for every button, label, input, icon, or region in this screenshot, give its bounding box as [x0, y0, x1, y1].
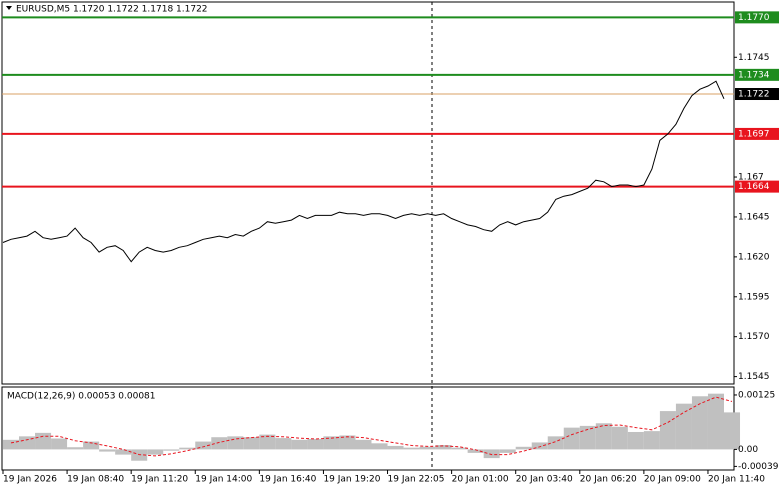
macd-bar: [643, 431, 660, 450]
macd-bar: [51, 438, 68, 450]
last-price-label: 1.1722: [738, 90, 770, 100]
level-label-bg: [735, 11, 779, 24]
macd-bar: [435, 445, 452, 450]
y-tick-label: 0.00: [738, 445, 758, 455]
y-tick-label: 1.1745: [738, 53, 770, 63]
macd-bar: [531, 442, 548, 450]
signal-line: [10, 396, 733, 457]
macd-bar: [451, 447, 468, 450]
macd-bar: [307, 438, 324, 450]
macd-bar: [83, 441, 100, 450]
macd-bar: [3, 439, 20, 450]
x-tick-label: 20 Jan 09:00: [644, 475, 701, 485]
macd-bar: [67, 447, 84, 450]
macd-bar: [579, 425, 596, 450]
y-tick-label: 1.1545: [738, 372, 770, 382]
price-panel: [1, 1, 735, 385]
y-tick-label: -0.00039: [738, 462, 779, 472]
macd-bar: [371, 443, 388, 450]
macd-bar: [515, 446, 532, 450]
x-tick-label: 19 Jan 22:05: [388, 475, 445, 485]
macd-bar: [355, 439, 372, 450]
level-label: 1.1664: [738, 182, 770, 192]
macd-bar: [387, 445, 404, 450]
macd-bar: [547, 436, 564, 450]
macd-bar: [419, 446, 436, 450]
macd-bar: [595, 423, 612, 450]
x-tick-label: 19 Jan 14:00: [195, 475, 252, 485]
macd-bar: [723, 412, 741, 450]
level-label: 1.1734: [738, 70, 770, 80]
macd-bar: [291, 439, 308, 450]
macd-bar: [243, 437, 260, 450]
macd-bar: [611, 426, 628, 450]
macd-bar: [323, 436, 340, 450]
level-label: 1.1697: [738, 129, 770, 139]
macd-bar: [211, 437, 228, 450]
macd-bar: [627, 431, 644, 450]
macd-bar: [563, 427, 580, 450]
menu-arrow: [6, 6, 12, 10]
macd-bar: [115, 449, 132, 455]
macd-bar: [227, 436, 244, 450]
macd-bar: [659, 411, 676, 450]
x-tick-label: 20 Jan 03:40: [516, 475, 573, 485]
y-tick-label: 1.1595: [738, 292, 770, 302]
y-tick-label: 1.167: [738, 173, 764, 183]
x-tick-label: 19 Jan 19:20: [323, 475, 380, 485]
x-tick-label: 20 Jan 11:40: [708, 475, 765, 485]
macd-bar: [35, 432, 52, 450]
macd-bar: [163, 449, 180, 451]
macd-bar: [99, 449, 116, 452]
y-tick-label: 1.1645: [738, 212, 770, 222]
macd-bar: [403, 447, 420, 450]
level-label: 1.1770: [738, 13, 770, 23]
macd-bar: [707, 393, 724, 450]
y-tick-label: 1.1570: [738, 332, 770, 342]
x-tick-label: 19 Jan 11:20: [131, 475, 188, 485]
macd-bar: [259, 434, 276, 450]
y-tick-label: 1.1620: [738, 252, 770, 262]
level-label-bg: [735, 68, 779, 81]
y-tick-label: 0.00125: [738, 390, 775, 400]
macd-bar: [195, 441, 212, 450]
last-price-bg: [735, 88, 779, 101]
macd-bar: [675, 403, 692, 450]
x-tick-label: 19 Jan 2026: [3, 475, 57, 485]
macd-title: MACD(12,26,9) 0.00053 0.00081: [7, 392, 156, 402]
macd-bar: [467, 449, 484, 453]
macd-bar: [275, 438, 292, 450]
macd-bar: [499, 449, 516, 453]
level-label-bg: [735, 127, 779, 140]
x-tick-label: 19 Jan 16:40: [259, 475, 316, 485]
level-label-bg: [735, 180, 779, 193]
x-tick-label: 19 Jan 08:40: [67, 475, 124, 485]
x-tick-label: 20 Jan 01:00: [452, 475, 509, 485]
macd-bar: [179, 447, 196, 450]
macd-bar: [147, 449, 164, 455]
macd-bar: [483, 449, 500, 459]
macd-bar: [339, 435, 356, 450]
x-tick-label: 20 Jan 06:20: [580, 475, 637, 485]
price-line: [2, 80, 725, 263]
macd-bar: [691, 396, 708, 450]
chart-title: EURUSD,M5 1.1720 1.1722 1.1718 1.1722: [16, 5, 208, 15]
macd-bar: [19, 436, 36, 450]
